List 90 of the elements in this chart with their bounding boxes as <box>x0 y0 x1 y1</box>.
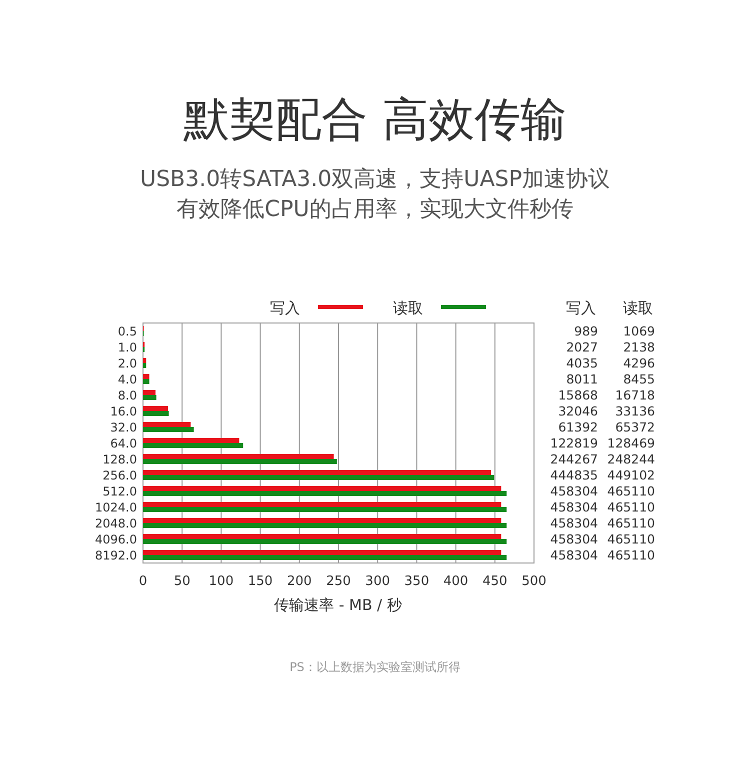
x-tick-label: 350 <box>404 574 430 589</box>
x-tick-label: 500 <box>522 574 546 589</box>
text: 465110 <box>607 532 656 546</box>
text: 8455 <box>623 372 655 386</box>
text: 458304 <box>550 500 598 514</box>
legend-label: 写入 <box>270 299 300 317</box>
y-tick-label: 8192.0 <box>95 548 137 562</box>
x-axis-title: 传输速率 - MB / 秒 <box>274 596 402 614</box>
y-tick-label: 512.0 <box>102 484 137 498</box>
bar <box>143 539 507 544</box>
text: 16718 <box>615 388 656 402</box>
text: 4035 <box>566 356 598 370</box>
x-tick-label: 300 <box>365 574 390 589</box>
text: 15868 <box>558 388 598 402</box>
bar <box>143 422 191 427</box>
x-tick-label: 50 <box>174 574 190 589</box>
y-tick-label: 1.0 <box>118 340 137 354</box>
text: 458304 <box>550 548 598 562</box>
bar <box>143 395 156 400</box>
x-tick-label: 200 <box>286 574 312 589</box>
bar <box>143 363 146 368</box>
text: 8011 <box>566 372 598 386</box>
bar <box>143 550 502 555</box>
text: 2027 <box>566 340 598 354</box>
text: 1069 <box>623 324 656 338</box>
bar <box>143 406 168 411</box>
text: 65372 <box>615 420 655 434</box>
text: 写入 <box>566 299 596 317</box>
text: 读取 <box>623 299 653 317</box>
y-tick-label: 16.0 <box>110 404 137 418</box>
text: 128469 <box>607 436 656 450</box>
y-tick-label: 4.0 <box>118 372 137 386</box>
text: 61392 <box>558 420 598 434</box>
text: 458304 <box>550 516 598 530</box>
text: 458304 <box>550 532 598 546</box>
text: 122819 <box>550 436 598 450</box>
bar <box>143 443 244 448</box>
bar <box>143 427 194 432</box>
bar <box>143 491 507 496</box>
bar <box>143 486 502 491</box>
text: 465110 <box>607 484 656 498</box>
y-tick-label: 8.0 <box>118 388 137 402</box>
bar <box>143 454 334 459</box>
text: PS：以上数据为实验室测试所得 <box>290 660 460 674</box>
bar <box>143 470 491 475</box>
chart-title: 默契配合 高效传输 <box>182 92 566 146</box>
text: 449102 <box>607 468 655 482</box>
y-tick-label: 32.0 <box>110 420 137 434</box>
bar <box>143 507 507 512</box>
text: 244267 <box>550 452 598 466</box>
y-tick-label: 4096.0 <box>95 532 137 546</box>
text: 458304 <box>550 484 598 498</box>
y-tick-label: 2048.0 <box>95 516 137 530</box>
x-tick-label: 100 <box>208 574 234 589</box>
y-tick-label: 128.0 <box>102 452 137 466</box>
bar <box>143 555 507 560</box>
text: 248244 <box>607 452 656 466</box>
bar <box>143 358 146 363</box>
bar <box>143 502 502 507</box>
bar <box>143 518 502 523</box>
bar <box>143 374 150 379</box>
text: 33136 <box>615 404 656 418</box>
y-tick-label: 64.0 <box>110 436 137 450</box>
y-tick-label: 0.5 <box>118 324 137 338</box>
legend-label: 读取 <box>393 299 423 317</box>
bar <box>143 379 150 384</box>
x-tick-label: 0 <box>138 574 148 589</box>
chart-subtitle: USB3.0转SATA3.0双高速，支持UASP加速协议有效降低CPU的占用率，实现大文件秒传 <box>140 167 610 222</box>
x-tick-label: 400 <box>443 574 468 589</box>
y-tick-label: 1024.0 <box>95 500 137 514</box>
x-tick-label: 450 <box>482 574 508 589</box>
bar <box>143 523 507 528</box>
text: 465110 <box>607 500 656 514</box>
y-tick-label: 256.0 <box>102 468 137 482</box>
text: 32046 <box>558 404 598 418</box>
text: 465110 <box>607 548 656 562</box>
text: 4296 <box>623 356 656 370</box>
text: 2138 <box>623 340 656 354</box>
bar <box>143 459 337 464</box>
text: 465110 <box>607 516 656 530</box>
x-tick-label: 250 <box>326 574 351 589</box>
bar <box>143 475 494 480</box>
x-tick-label: 150 <box>248 574 273 589</box>
y-tick-label: 2.0 <box>118 356 137 370</box>
bar <box>143 411 169 416</box>
text: 444835 <box>550 468 598 482</box>
text: 989 <box>574 324 598 338</box>
bar <box>143 390 156 395</box>
bar <box>143 534 502 539</box>
bar <box>143 438 240 443</box>
